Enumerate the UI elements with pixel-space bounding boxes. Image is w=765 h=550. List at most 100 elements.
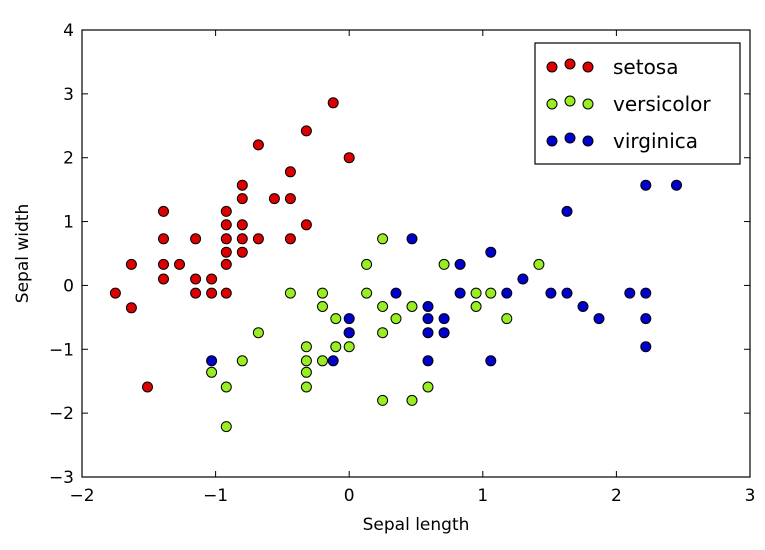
data-point-virginica-24 [640, 179, 652, 191]
data-point-setosa-2 [125, 302, 137, 314]
data-point-virginica-2 [343, 313, 355, 325]
data-point-versicolor-25 [406, 394, 418, 406]
data-point-setosa-32 [300, 219, 312, 231]
legend-marker-setosa-2 [582, 61, 594, 73]
y-tick-label-5: 2 [63, 149, 74, 169]
data-point-versicolor-32 [533, 258, 545, 270]
data-point-setosa-27 [268, 193, 280, 205]
y-tick-label-0: −3 [49, 468, 74, 488]
data-point-setosa-25 [252, 139, 264, 151]
data-point-setosa-12 [206, 273, 218, 285]
data-point-setosa-34 [343, 152, 355, 164]
legend-entry-virginica: virginica [546, 129, 698, 153]
x-tick-label-3: 1 [477, 486, 488, 506]
data-point-setosa-15 [220, 219, 232, 231]
y-axis-label: Sepal width [13, 204, 33, 303]
data-point-versicolor-0 [206, 366, 218, 378]
data-point-setosa-31 [300, 125, 312, 137]
data-point-virginica-16 [501, 287, 513, 299]
data-point-virginica-22 [593, 313, 605, 325]
data-point-versicolor-2 [220, 421, 232, 433]
data-point-versicolor-7 [300, 355, 312, 367]
data-point-versicolor-13 [330, 313, 342, 325]
points-layer [109, 97, 682, 433]
data-point-versicolor-26 [422, 381, 434, 393]
data-point-versicolor-11 [317, 301, 328, 312]
data-point-virginica-11 [438, 327, 450, 339]
x-tick-label-1: −1 [203, 486, 228, 506]
data-point-versicolor-18 [361, 287, 373, 299]
x-tick-label-4: 2 [611, 486, 622, 506]
x-tick-label-5: 3 [745, 486, 756, 506]
data-point-versicolor-28 [470, 301, 482, 312]
data-point-versicolor-24 [406, 301, 418, 312]
data-point-setosa-22 [236, 219, 248, 231]
data-point-versicolor-31 [501, 313, 513, 325]
data-point-versicolor-19 [377, 233, 389, 245]
legend-label-virginica: virginica [613, 129, 698, 153]
data-point-virginica-18 [545, 287, 557, 299]
legend-marker-virginica-0 [546, 135, 558, 147]
data-point-setosa-26 [252, 233, 264, 245]
data-point-versicolor-3 [236, 355, 248, 367]
data-point-versicolor-6 [300, 341, 312, 353]
legend-marker-versicolor-1 [564, 95, 576, 107]
data-point-virginica-13 [454, 287, 466, 299]
data-point-setosa-6 [158, 258, 169, 270]
data-point-versicolor-12 [317, 355, 328, 367]
legend-marker-virginica-2 [582, 135, 594, 147]
data-point-setosa-10 [190, 273, 202, 285]
y-tick-label-2: −1 [49, 340, 74, 360]
data-point-virginica-20 [561, 287, 573, 299]
data-point-setosa-1 [125, 258, 137, 270]
data-point-versicolor-16 [343, 341, 355, 353]
data-point-setosa-5 [158, 233, 169, 245]
legend-marker-versicolor-2 [582, 98, 594, 110]
y-tick-label-1: −2 [49, 404, 74, 424]
data-point-setosa-16 [220, 233, 232, 245]
data-point-setosa-23 [236, 233, 248, 245]
data-point-setosa-20 [236, 179, 248, 191]
data-point-setosa-18 [220, 258, 232, 270]
x-tick-label-2: 0 [344, 486, 355, 506]
data-point-setosa-30 [284, 233, 296, 245]
data-point-setosa-33 [327, 97, 339, 109]
data-point-virginica-26 [640, 313, 652, 325]
data-point-virginica-4 [390, 287, 402, 299]
data-point-setosa-4 [158, 205, 169, 217]
data-point-versicolor-17 [361, 258, 373, 270]
data-point-versicolor-14 [330, 341, 342, 353]
legend-label-setosa: setosa [613, 55, 678, 79]
data-point-setosa-0 [109, 287, 121, 299]
data-point-versicolor-23 [390, 313, 402, 325]
data-point-versicolor-20 [377, 301, 389, 312]
data-point-setosa-29 [284, 193, 296, 205]
data-point-setosa-3 [142, 381, 153, 393]
data-point-setosa-7 [158, 273, 169, 285]
legend-label-versicolor: versicolor [613, 92, 711, 116]
data-point-setosa-28 [284, 166, 296, 178]
legend-entry-versicolor: versicolor [546, 92, 711, 116]
data-point-setosa-24 [236, 246, 248, 258]
data-point-setosa-9 [190, 233, 202, 245]
data-point-virginica-1 [327, 355, 339, 367]
data-point-versicolor-1 [220, 381, 232, 393]
data-point-versicolor-29 [470, 287, 482, 299]
data-point-virginica-10 [438, 313, 450, 325]
data-point-virginica-5 [406, 233, 418, 245]
data-point-setosa-21 [236, 193, 248, 205]
data-point-setosa-14 [220, 205, 232, 217]
data-point-virginica-6 [422, 301, 434, 312]
data-point-setosa-11 [190, 287, 202, 299]
data-point-virginica-8 [422, 327, 434, 339]
data-point-setosa-19 [220, 287, 232, 299]
data-point-virginica-14 [485, 246, 497, 258]
data-point-virginica-9 [422, 355, 434, 367]
legend: setosa versicolor virginica [534, 42, 741, 165]
data-point-versicolor-10 [317, 287, 328, 299]
data-point-virginica-15 [485, 355, 497, 367]
data-point-setosa-13 [206, 287, 218, 299]
data-point-virginica-23 [624, 287, 636, 299]
